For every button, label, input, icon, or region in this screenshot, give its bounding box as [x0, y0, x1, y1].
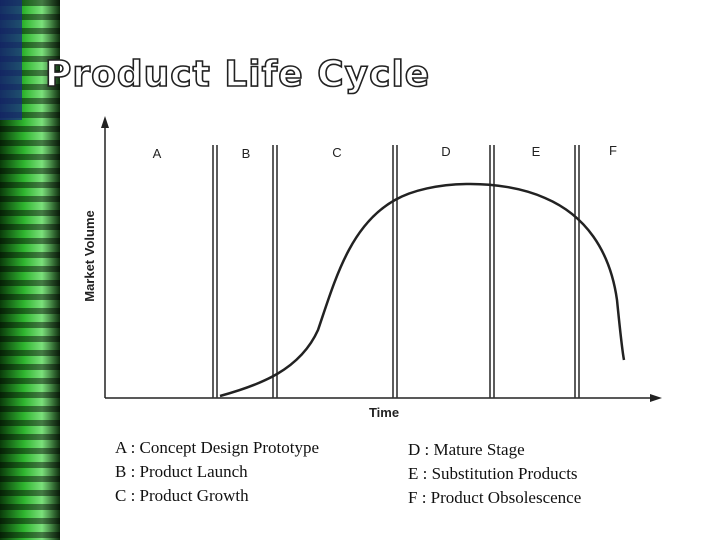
legend: A : Concept Design Prototype B : Product…	[115, 438, 581, 507]
stage-label: A	[153, 146, 162, 161]
legend-item: C : Product Growth	[115, 486, 249, 505]
stage-label: C	[332, 145, 341, 160]
legend-item: E : Substitution Products	[408, 464, 578, 483]
y-arrow	[101, 116, 109, 128]
stage-label: B	[242, 146, 251, 161]
stage-dividers	[212, 145, 580, 398]
y-axis-label: Market Volume	[82, 210, 97, 302]
legend-item: D : Mature Stage	[408, 440, 525, 459]
stage-label: E	[532, 144, 541, 159]
legend-item: A : Concept Design Prototype	[115, 438, 319, 457]
x-axis-label: Time	[369, 405, 399, 420]
legend-item: F : Product Obsolescence	[408, 488, 581, 507]
stage-label: F	[609, 143, 617, 158]
decorative-stripe	[0, 0, 60, 540]
life-cycle-curve	[219, 182, 626, 398]
stage-label: D	[441, 144, 450, 159]
life-cycle-diagram: A B C D E F Market Volume Time	[82, 116, 662, 420]
legend-item: B : Product Launch	[115, 462, 248, 481]
slide-title: Product Life Cycle	[45, 54, 430, 95]
x-arrow	[650, 394, 662, 402]
